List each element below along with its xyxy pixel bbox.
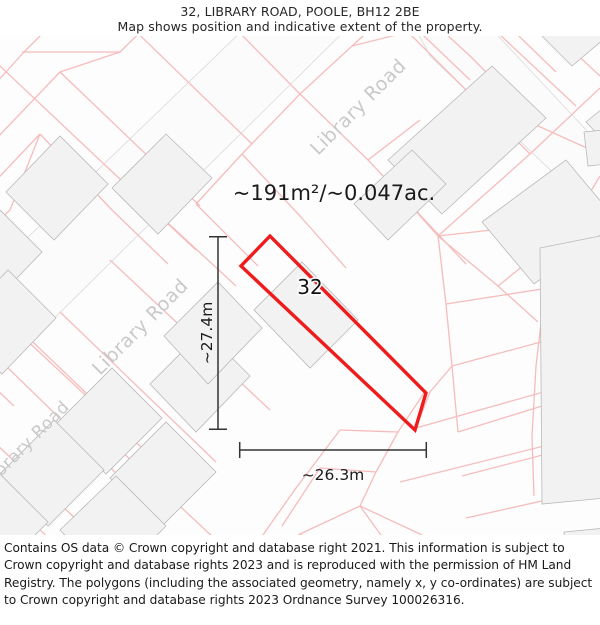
subject-property-outline[interactable] xyxy=(238,233,428,434)
map-footer: Contains OS data © Crown copyright and d… xyxy=(0,537,600,610)
property-address-title: 32, LIBRARY ROAD, POOLE, BH12 2BE xyxy=(180,4,420,19)
width-dimension-label: ~26.3m xyxy=(302,466,365,484)
building-footprints xyxy=(0,36,600,535)
map-svg[interactable]: Library Road Library Road Library Road ~… xyxy=(0,36,600,535)
map-canvas[interactable]: Library Road Library Road Library Road ~… xyxy=(0,36,600,535)
plot-area-label: ~191m²/~0.047ac. xyxy=(233,181,435,205)
map-description-subtitle: Map shows position and indicative extent… xyxy=(117,19,483,34)
map-header: 32, LIBRARY ROAD, POOLE, BH12 2BE Map sh… xyxy=(0,0,600,36)
height-dimension-label: ~27.4m xyxy=(198,302,216,365)
height-dimension xyxy=(209,235,227,431)
plot-number-label: 32 xyxy=(297,275,322,299)
width-dimension xyxy=(238,442,428,458)
copyright-legal-text: Contains OS data © Crown copyright and d… xyxy=(4,541,593,608)
